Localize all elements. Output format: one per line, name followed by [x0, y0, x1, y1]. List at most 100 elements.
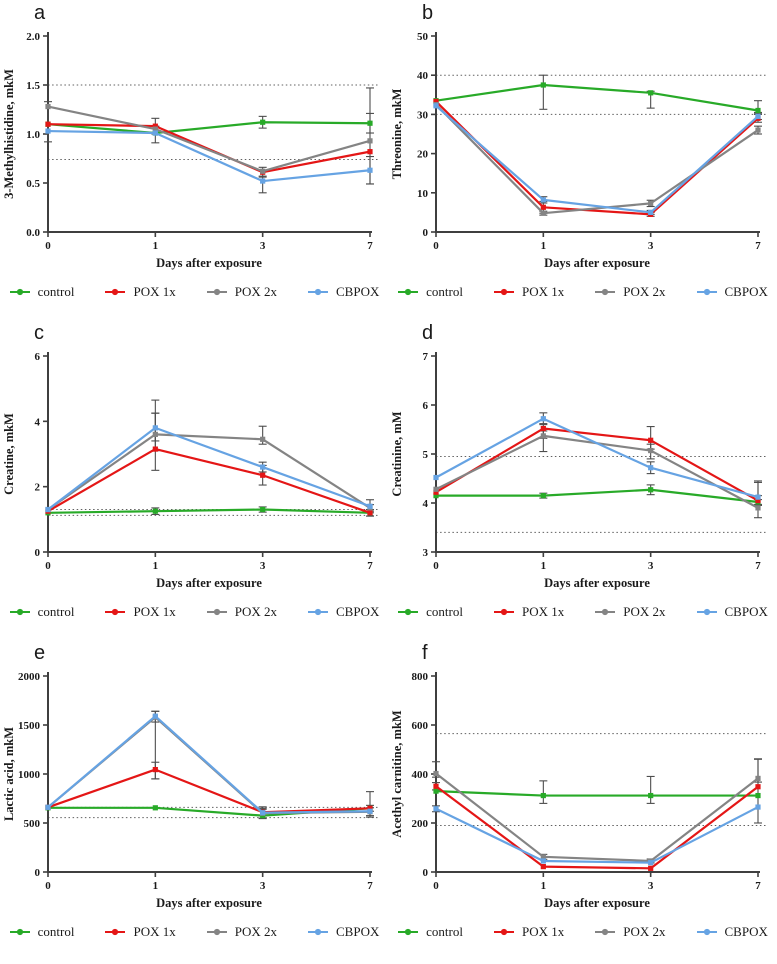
legend-f: control POX 1x POX 2x CBPOX — [388, 924, 777, 940]
legend-label: control — [37, 604, 75, 619]
series-line-cbpox — [47, 715, 371, 814]
x-tick-label: 3 — [648, 240, 654, 252]
legend-item-pox-2x: POX 2x — [206, 284, 277, 300]
legend-label: control — [426, 924, 463, 939]
y-tick-label: 800 — [412, 671, 429, 683]
legend-item-pox-1x: POX 1x — [493, 924, 564, 940]
legend-dot — [602, 928, 609, 936]
legend-marker-icon — [9, 928, 30, 936]
series-line-control — [47, 121, 371, 135]
legend-item-control: control — [9, 604, 75, 620]
legend-item-pox-2x: POX 2x — [594, 924, 666, 940]
legend-dot — [112, 928, 119, 936]
series-line-cbpox — [47, 129, 371, 183]
legend-marker-icon — [398, 288, 419, 296]
y-tick-label: 4 — [35, 416, 41, 428]
series-line-pox-2x — [47, 105, 371, 173]
x-axis-title: Days after exposure — [156, 896, 262, 910]
chart-a: 0.0 0.5 1.0 1.5 2.0 0 1 3 7 3-Methylhistidine, mk… — [2, 24, 380, 276]
legend-item-pox-2x: POX 2x — [206, 604, 277, 620]
legend-item-cbpox: CBPOX — [307, 924, 379, 940]
series-marker-pox-1x — [540, 864, 546, 870]
series-marker-control — [648, 792, 654, 799]
series-line-pox-1x — [435, 785, 759, 870]
legend-b: control POX 1x POX 2x CBPOX — [388, 284, 777, 300]
legend-label: control — [426, 284, 463, 299]
legend-marker-icon — [308, 288, 328, 296]
legend-label: POX 2x — [234, 284, 277, 299]
y-tick-label: 0.5 — [26, 178, 40, 190]
series-marker-cbpox — [540, 858, 546, 864]
series-marker-cbpox — [260, 178, 266, 184]
series-line-cbpox — [47, 426, 371, 511]
legend-marker-icon — [595, 928, 616, 936]
legend-label: POX 1x — [521, 924, 565, 939]
legend-dot — [112, 608, 119, 616]
x-tick-label: 7 — [755, 240, 761, 252]
legend-dot — [500, 928, 508, 936]
legend-item-pox-2x: POX 2x — [594, 284, 666, 300]
series-marker-control — [152, 805, 158, 811]
series-marker-pox-1x — [648, 437, 654, 443]
series-marker-pox-2x — [45, 103, 51, 110]
legend-item-pox-1x: POX 1x — [104, 284, 176, 300]
y-axis-title: 3-Methylhistidine, mkM — [2, 69, 16, 199]
series-line-control — [47, 508, 371, 514]
series-marker-control — [540, 493, 546, 499]
x-axis-title: Days after exposure — [156, 576, 262, 590]
legend-marker-icon — [206, 288, 227, 296]
series-marker-control — [433, 493, 439, 499]
legend-dot — [16, 928, 23, 936]
series-line-control — [435, 83, 759, 112]
legend-a: control POX 1x POX 2x CBPOX — [0, 284, 388, 300]
x-axis-title: Days after exposure — [544, 576, 650, 590]
series-marker-control — [755, 792, 761, 799]
series-marker-pox-2x — [260, 168, 266, 174]
legend-dot — [314, 928, 322, 936]
legend-item-control: control — [397, 284, 463, 300]
series-marker-cbpox — [45, 804, 51, 810]
legend-marker-icon — [398, 608, 419, 616]
series-marker-cbpox — [433, 103, 439, 109]
chart-f: 0 200 400 600 800 0 1 3 7 Acethyl carnitine, mkM D… — [390, 664, 768, 916]
legend-marker-icon — [206, 608, 227, 616]
legend-dot — [500, 288, 508, 296]
series-marker-pox-1x — [152, 446, 158, 452]
series-marker-pox-1x — [45, 121, 51, 127]
legend-marker-icon — [398, 928, 419, 936]
legend-marker-icon — [308, 928, 328, 936]
series-line-pox-2x — [435, 103, 759, 215]
legend-marker-icon — [105, 608, 126, 616]
legend-label: POX 1x — [521, 604, 565, 619]
legend-label: control — [37, 284, 75, 299]
legend-dot — [703, 608, 710, 616]
chart-e-svg: 0 500 1000 1500 2000 0 1 3 7 Lactic acid, mkM Days… — [2, 671, 378, 910]
legend-marker-icon — [9, 288, 30, 296]
y-tick-label: 1.5 — [26, 80, 40, 92]
panel-letter-e: e — [34, 642, 46, 664]
series-marker-pox-2x — [433, 770, 439, 777]
panel-letter-f: f — [422, 642, 428, 664]
x-tick-label: 7 — [755, 560, 761, 572]
x-tick-label: 3 — [260, 240, 266, 252]
legend-dot — [213, 928, 220, 936]
series-marker-pox-1x — [260, 472, 266, 478]
chart-c-svg: 0 2 4 6 0 1 3 7 Creatine, mkM Days after exposure — [2, 351, 378, 590]
y-tick-label: 30 — [417, 109, 429, 121]
x-tick-label: 7 — [367, 880, 373, 892]
legend-marker-icon — [595, 288, 616, 296]
series-marker-cbpox — [152, 713, 158, 719]
legend-marker-icon — [696, 288, 717, 296]
legend-dot — [405, 608, 412, 616]
y-axis-title: Creatine, mkM — [2, 413, 16, 495]
series-marker-pox-2x — [152, 431, 158, 437]
panel-letter-b: b — [422, 2, 434, 24]
legend-dot — [703, 928, 710, 936]
series-marker-pox-1x — [433, 489, 439, 495]
legend-item-pox-1x: POX 1x — [493, 284, 564, 300]
series-marker-cbpox — [45, 128, 51, 134]
series-marker-cbpox — [755, 804, 761, 810]
series-marker-control — [540, 82, 546, 88]
legend-label: POX 2x — [234, 604, 277, 619]
legend-marker-icon — [9, 608, 30, 616]
